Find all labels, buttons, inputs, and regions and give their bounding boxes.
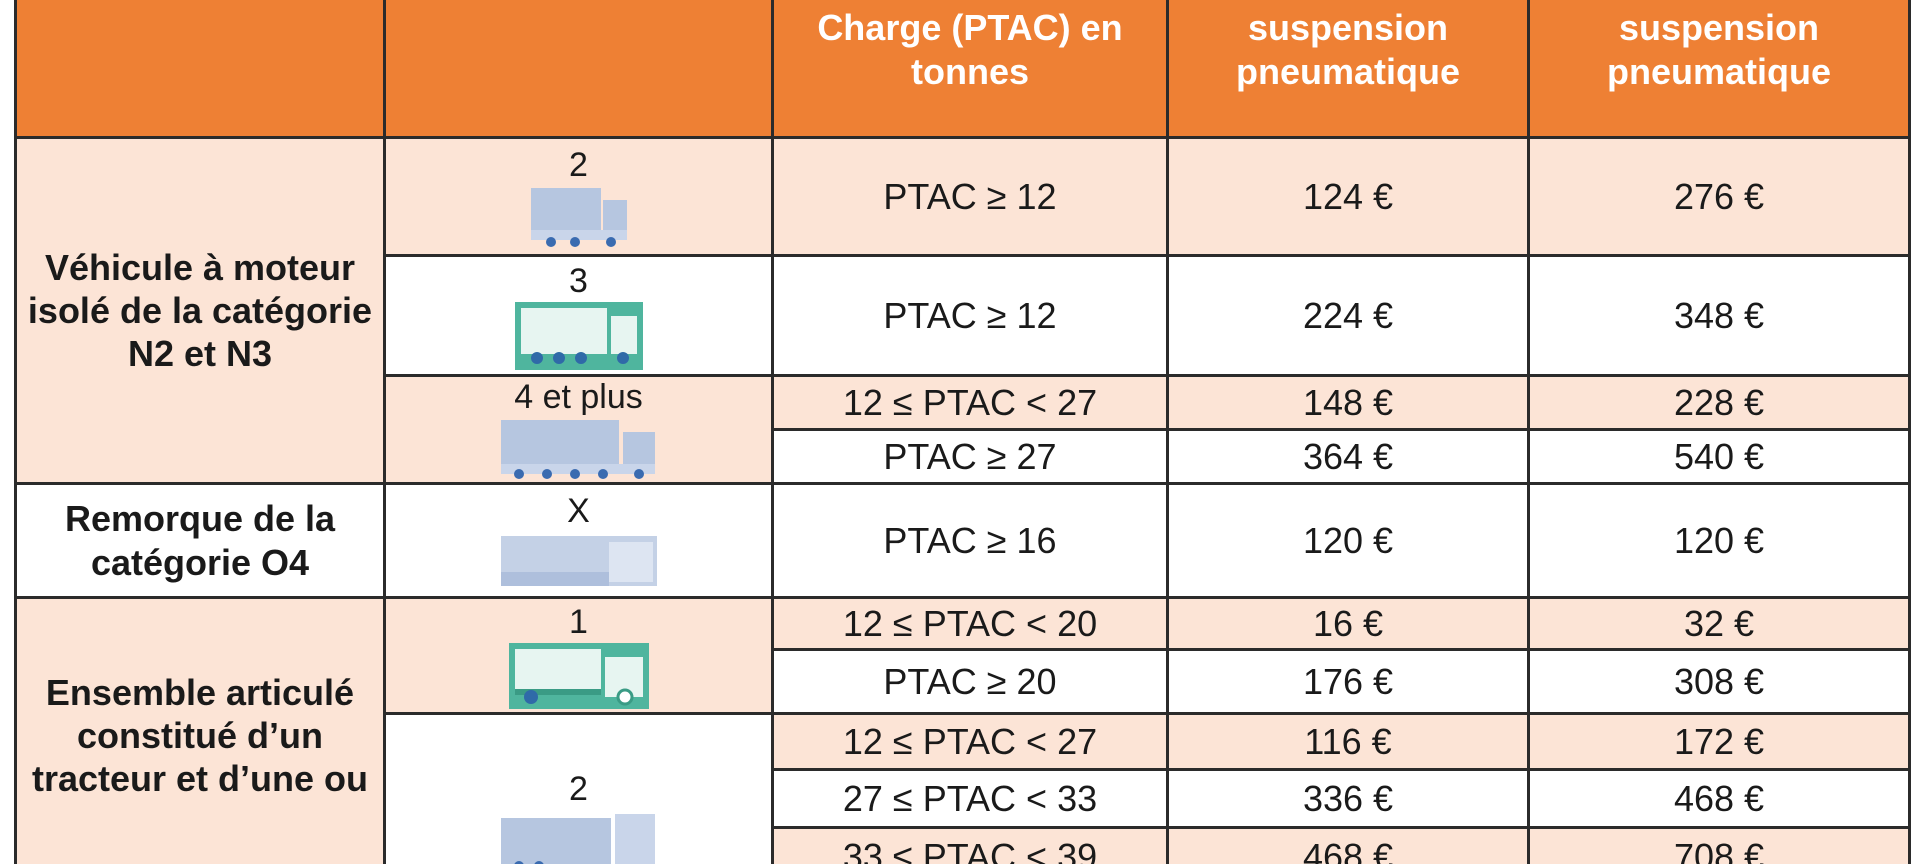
tax2-cell: 120 € bbox=[1527, 482, 1911, 599]
table-row: Ensemble articulé constitué d’un tracteu… bbox=[14, 596, 1911, 864]
tax2-cell: 348 € bbox=[1527, 254, 1911, 377]
ptac-cell: 12 ≤ PTAC < 27 bbox=[771, 712, 1169, 771]
tax-table: Charge (PTAC) en tonnes suspension pneum… bbox=[14, 0, 1911, 864]
tax1-cell: 148 € bbox=[1166, 374, 1530, 431]
axle-cell: 3 bbox=[383, 254, 774, 377]
ptac-cell: PTAC ≥ 12 bbox=[771, 254, 1169, 377]
table-row: 2 12 ≤ PTAC < 27 116 € 172 € bbox=[16, 712, 1911, 864]
axle-count: 3 bbox=[569, 262, 588, 301]
truck-2-axles-icon bbox=[530, 187, 627, 247]
category-label-articulated: Ensemble articulé constitué d’un tracteu… bbox=[14, 596, 386, 864]
header-ptac: Charge (PTAC) en tonnes bbox=[771, 0, 1169, 139]
tax1-cell: 364 € bbox=[1166, 428, 1530, 485]
tax1-cell: 116 € bbox=[1166, 712, 1530, 771]
tax2-cell: 708 € bbox=[1527, 826, 1911, 864]
ptac-cell: 33 ≤ PTAC < 39 bbox=[771, 826, 1169, 864]
category-label-trailer: Remorque de la catégorie O4 bbox=[14, 482, 386, 599]
tax2-cell: 228 € bbox=[1527, 374, 1911, 431]
axle-cell: X bbox=[383, 482, 774, 599]
axle-count: 2 bbox=[569, 770, 588, 808]
axle-cell: 4 et plus bbox=[383, 374, 774, 485]
ptac-cell: 12 ≤ PTAC < 27 bbox=[771, 374, 1169, 431]
axle-count: 2 bbox=[569, 146, 588, 185]
axle-cell: 2 bbox=[383, 136, 774, 257]
tax2-cell: 172 € bbox=[1527, 712, 1911, 771]
table-row: 33 ≤ PTAC < 39 468 € 708 € bbox=[16, 826, 1911, 864]
table-row: PTAC ≥ 27 364 € 540 € bbox=[16, 428, 1911, 485]
axle-count: 1 bbox=[569, 603, 588, 642]
header-tax-other: suspension pneumatique bbox=[1527, 0, 1911, 139]
truck-3-axles-icon bbox=[514, 301, 643, 370]
header-category bbox=[14, 0, 386, 139]
tax1-cell: 468 € bbox=[1166, 826, 1530, 864]
ptac-cell: PTAC ≥ 20 bbox=[771, 648, 1169, 715]
tax2-cell: 276 € bbox=[1527, 136, 1911, 257]
tax1-cell: 336 € bbox=[1166, 768, 1530, 829]
tax1-cell: 16 € bbox=[1166, 596, 1530, 651]
header-axles bbox=[383, 0, 774, 139]
ptac-cell: PTAC ≥ 12 bbox=[771, 136, 1169, 257]
truck-4-axles-icon bbox=[500, 419, 655, 479]
ptac-cell: PTAC ≥ 27 bbox=[771, 428, 1169, 485]
tax2-cell: 308 € bbox=[1527, 648, 1911, 715]
axle-cell: 2 bbox=[383, 712, 774, 864]
tax1-cell: 124 € bbox=[1166, 136, 1530, 257]
tax1-cell: 176 € bbox=[1166, 648, 1530, 715]
table-row: 4 et plus 12 ≤ PTAC < 27 148 € 228 € bbox=[16, 374, 1911, 485]
tax1-cell: 120 € bbox=[1166, 482, 1530, 599]
ptac-cell: 12 ≤ PTAC < 20 bbox=[771, 596, 1169, 651]
tax2-cell: 32 € bbox=[1527, 596, 1911, 651]
tractor-1-axle-icon bbox=[508, 642, 649, 709]
axle-count: X bbox=[567, 492, 590, 531]
tax2-cell: 468 € bbox=[1527, 768, 1911, 829]
header-tax-pneumatic: suspension pneumatique bbox=[1166, 0, 1530, 139]
ptac-cell: PTAC ≥ 16 bbox=[771, 482, 1169, 599]
table-row: Remorque de la catégorie O4 X PTAC ≥ 16 … bbox=[14, 482, 1911, 599]
header-row: Charge (PTAC) en tonnes suspension pneum… bbox=[14, 0, 1911, 139]
table-row: Véhicule à moteur isolé de la catégorie … bbox=[14, 136, 1911, 485]
axle-cell: 1 bbox=[383, 596, 774, 715]
trailer-icon bbox=[500, 535, 657, 586]
table-row: 27 ≤ PTAC < 33 336 € 468 € bbox=[16, 768, 1911, 829]
tax2-cell: 540 € bbox=[1527, 428, 1911, 485]
table-row: 3 PTAC ≥ 12 224 € 348 € bbox=[16, 254, 1911, 377]
table-row: PTAC ≥ 20 176 € 308 € bbox=[16, 648, 1911, 715]
tractor-2-axles-icon bbox=[500, 813, 655, 864]
axle-count: 4 et plus bbox=[514, 378, 643, 417]
category-label-motor: Véhicule à moteur isolé de la catégorie … bbox=[14, 136, 386, 485]
ptac-cell: 27 ≤ PTAC < 33 bbox=[771, 768, 1169, 829]
tax1-cell: 224 € bbox=[1166, 254, 1530, 377]
